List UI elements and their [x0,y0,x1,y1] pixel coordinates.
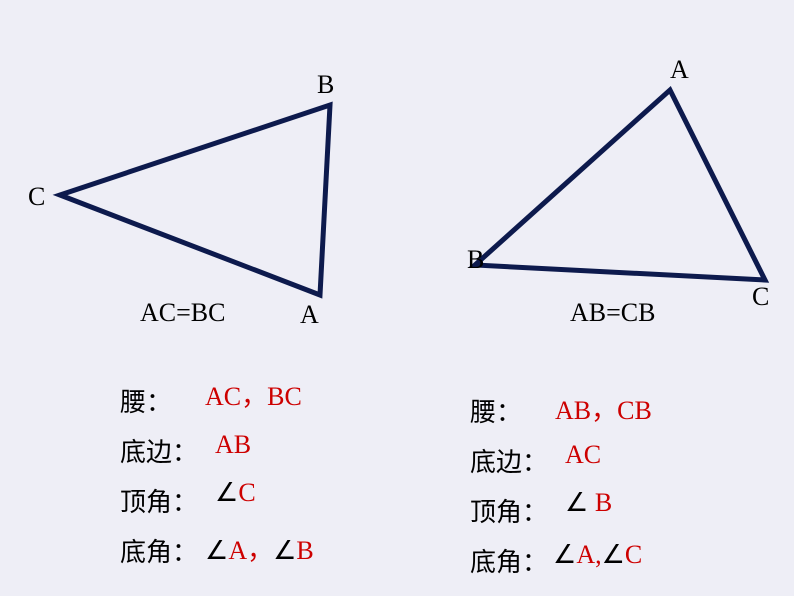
left-vertex-c: C [28,182,45,212]
right-baseang-row: 底角： [470,542,548,579]
left-base-value-row: AB [215,430,251,460]
right-baseang-value-row: ∠A,∠C [553,540,642,570]
right-vertex-a: A [670,55,689,85]
right-apex-value: B [595,488,612,517]
left-legs-value-row: AC，BC [205,376,302,413]
right-baseang-a-sym: ∠ [553,540,576,569]
left-vertex-b: B [317,70,334,100]
left-baseang-comma: ， [247,536,273,565]
diagram-container: C B A AC=BC 腰： AC，BC 底边： AB 顶角： ∠C 底角： ∠… [0,0,794,596]
right-apex-value-row: ∠ B [565,488,612,518]
left-apex-value-row: ∠C [215,478,256,508]
left-apex-value: C [238,478,255,507]
left-legs-value: AC，BC [205,382,302,411]
left-apex-label: 顶角： [120,488,198,517]
right-base-value: AC [565,440,601,469]
left-baseang-a-sym: ∠ [205,536,228,565]
right-baseang-b-sym: ∠ [602,540,625,569]
left-apex-angle-sym: ∠ [215,478,238,507]
right-legs-row: 腰： [470,392,522,429]
left-base-row: 底边： [120,432,198,469]
left-base-value: AB [215,430,251,459]
left-baseang-value-row: ∠A，∠B [205,530,314,567]
right-baseang-label: 底角： [470,548,548,577]
left-baseang-label: 底角： [120,538,198,567]
left-equation: AC=BC [140,298,225,328]
left-triangle [60,105,330,295]
left-legs-label: 腰： [120,388,172,417]
right-apex-row: 顶角： [470,492,548,529]
right-apex-angle-sym: ∠ [565,488,588,517]
right-base-row: 底边： [470,442,548,479]
left-baseang-b-sym: ∠ [273,536,296,565]
right-legs-value-row: AB，CB [555,390,652,427]
right-legs-value: AB，CB [555,396,652,425]
right-legs-label: 腰： [470,398,522,427]
right-baseang-a: A [576,540,595,569]
right-equation: AB=CB [570,298,655,328]
right-apex-label: 顶角： [470,498,548,527]
right-baseang-b: C [625,540,642,569]
right-vertex-c: C [752,282,769,312]
left-base-label: 底边： [120,438,198,467]
right-base-label: 底边： [470,448,548,477]
left-baseang-b: B [296,536,313,565]
left-baseang-a: A [228,536,247,565]
left-vertex-a: A [300,300,319,330]
left-legs-row: 腰： [120,382,172,419]
right-vertex-b: B [467,245,484,275]
left-baseang-row: 底角： [120,532,198,569]
left-apex-row: 顶角： [120,482,198,519]
right-base-value-row: AC [565,440,601,470]
